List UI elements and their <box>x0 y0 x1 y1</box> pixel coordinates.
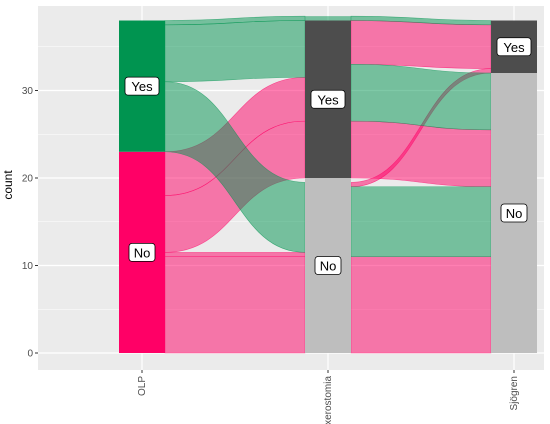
stratum-label-text: Yes <box>317 92 339 107</box>
flow-ribbon <box>350 186 492 258</box>
stratum-label: No <box>128 242 156 262</box>
stratum-label-box <box>310 89 346 109</box>
x-tick-label: Sjögren <box>509 376 520 410</box>
stratum-label: Yes <box>310 89 346 109</box>
flow-ribbon <box>164 252 306 258</box>
stratum-label: Yes <box>124 76 160 96</box>
stratum-label: No <box>314 256 342 275</box>
flow-ribbon <box>350 120 492 188</box>
flow-ribbon <box>164 20 306 83</box>
stratum-label-text: No <box>320 259 337 274</box>
stratum-label-box <box>124 76 160 96</box>
strata: No Yes No Yes No Yes <box>119 20 537 353</box>
stratum-label-text: Yes <box>131 79 153 94</box>
y-tick-label: 0 <box>27 349 33 360</box>
x-tick-label: xerostomia <box>323 376 334 424</box>
y-axis-title: count <box>1 170 15 200</box>
flow-ribbon-segment <box>305 16 351 21</box>
stratum-label-box <box>314 256 342 275</box>
flow-ribbon <box>350 63 492 131</box>
stratum-label-text: No <box>134 245 151 260</box>
x-axis: OLP xerostomia Sjögren <box>137 370 520 424</box>
stratum-label-box <box>500 203 528 223</box>
flow-ribbon <box>350 256 492 354</box>
x-tick-label: OLP <box>137 376 148 396</box>
stratum-label-text: Yes <box>503 40 525 55</box>
y-tick-label: 20 <box>22 174 34 185</box>
y-tick-label: 10 <box>22 261 34 272</box>
stratum-label-box <box>496 37 532 57</box>
y-tick-label: 30 <box>22 86 34 97</box>
flow-ribbon <box>350 20 492 69</box>
stratum-label: Yes <box>496 37 532 57</box>
y-axis: 0 10 20 30 <box>22 86 38 360</box>
stratum-label-text: No <box>506 206 523 221</box>
stratum-label-box <box>128 242 156 262</box>
stratum-label: No <box>500 203 528 223</box>
flow-ribbon <box>164 256 306 354</box>
